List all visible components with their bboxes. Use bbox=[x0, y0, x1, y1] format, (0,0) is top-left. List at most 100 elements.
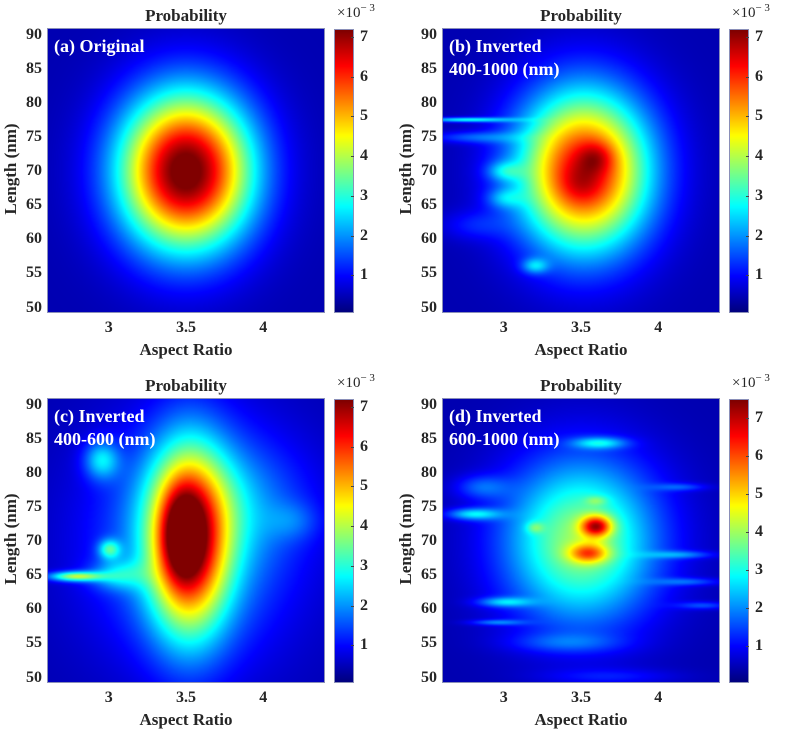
colorbar-tick-label: 7 bbox=[755, 27, 763, 45]
x-tick-label: 4 bbox=[259, 319, 268, 336]
colorbar-tick-label: 5 bbox=[360, 477, 368, 495]
colorbar-tick-label: 6 bbox=[755, 67, 763, 85]
colorbar-tick-label: 4 bbox=[755, 147, 763, 165]
y-tick-label: 55 bbox=[26, 264, 42, 282]
y-tick-label: 55 bbox=[26, 634, 42, 652]
x-tick-label: 3.5 bbox=[176, 689, 196, 706]
y-tick-label: 50 bbox=[421, 298, 437, 316]
colorbar-tick-mark bbox=[351, 156, 354, 158]
colorbar-tick-mark bbox=[351, 406, 354, 408]
y-tick-label: 60 bbox=[421, 600, 437, 618]
colorbar-scale-factor: ×10− 3 bbox=[337, 0, 375, 21]
x-tick-label: 3.5 bbox=[176, 319, 196, 336]
colorbar-tick-label: 7 bbox=[360, 397, 368, 415]
colorbar-gradient bbox=[730, 400, 748, 682]
scale-exponent: − 3 bbox=[360, 2, 375, 14]
y-tick-label: 60 bbox=[26, 230, 42, 248]
colorbar-scale-factor: ×10− 3 bbox=[732, 370, 770, 391]
chart-title: Probability bbox=[540, 376, 622, 395]
panel-b: Probability (b) Inverted 400-1000 (nm) 90 8… bbox=[395, 0, 794, 366]
y-axis-label: Length (nm) bbox=[1, 493, 20, 585]
scale-base: ×10 bbox=[732, 375, 756, 391]
y-tick-label: 60 bbox=[421, 230, 437, 248]
colorbar-tick-mark bbox=[351, 195, 354, 197]
y-tick-label: 75 bbox=[421, 498, 437, 516]
colorbar-tick-label: 2 bbox=[755, 226, 763, 244]
y-tick-label: 70 bbox=[421, 532, 437, 550]
colorbar bbox=[729, 29, 749, 313]
colorbar-tick-label: 1 bbox=[360, 266, 368, 284]
scale-base: ×10 bbox=[337, 375, 361, 391]
colorbar-tick-label: 1 bbox=[755, 637, 763, 655]
colorbar-tick-mark bbox=[351, 36, 354, 38]
colorbar-tick-mark bbox=[746, 235, 749, 237]
colorbar-tick-label: 3 bbox=[755, 561, 763, 579]
x-tick-label: 3 bbox=[499, 689, 508, 706]
colorbar-tick-mark bbox=[351, 275, 354, 277]
heatmap-plot-area: (d) Inverted 600-1000 (nm) bbox=[442, 398, 720, 683]
y-tick-label: 50 bbox=[26, 668, 42, 686]
colorbar-tick-mark bbox=[351, 446, 354, 448]
colorbar-gradient bbox=[730, 30, 748, 312]
x-tick-label: 3.5 bbox=[571, 689, 591, 706]
colorbar-gradient bbox=[335, 30, 353, 312]
colorbar-tick-mark bbox=[351, 605, 354, 607]
colorbar bbox=[334, 29, 354, 313]
heatmap-image bbox=[443, 399, 719, 682]
chart-title: Probability bbox=[145, 6, 227, 25]
y-tick-label: 80 bbox=[26, 94, 42, 111]
y-tick-label: 65 bbox=[421, 566, 437, 584]
colorbar-tick-label: 6 bbox=[755, 447, 763, 465]
y-tick-label: 90 bbox=[421, 25, 437, 43]
colorbar-tick-label: 1 bbox=[360, 636, 368, 654]
colorbar-tick-mark bbox=[746, 456, 749, 458]
x-tick-label: 4 bbox=[259, 689, 268, 706]
panel-label: (b) Inverted 400-1000 (nm) bbox=[449, 36, 560, 79]
colorbar-tick-label: 6 bbox=[360, 437, 368, 455]
heatmap-plot-area: (b) Inverted 400-1000 (nm) bbox=[442, 28, 720, 313]
y-tick-label: 70 bbox=[26, 162, 42, 180]
colorbar-tick-mark bbox=[351, 565, 354, 567]
colorbar-tick-label: 3 bbox=[755, 186, 763, 204]
chart-title: Probability bbox=[145, 376, 227, 395]
y-axis-label: Length (nm) bbox=[396, 493, 415, 585]
colorbar-tick-label: 5 bbox=[755, 107, 763, 125]
x-tick-label: 3 bbox=[499, 319, 508, 336]
y-tick-label: 85 bbox=[421, 429, 437, 447]
x-axis-label: Aspect Ratio bbox=[534, 340, 628, 359]
colorbar-tick-label: 4 bbox=[360, 147, 368, 165]
y-tick-label: 90 bbox=[26, 25, 42, 43]
y-tick-label: 55 bbox=[421, 634, 437, 652]
x-tick-label: 3 bbox=[104, 319, 113, 336]
y-tick-label: 65 bbox=[26, 566, 42, 584]
y-tick-label: 85 bbox=[26, 429, 42, 447]
colorbar-tick-mark bbox=[746, 494, 749, 496]
panel-a: Probability (a) Original 90 85 80 75 70 65 60 55 5… bbox=[0, 0, 399, 366]
colorbar-tick-mark bbox=[746, 116, 749, 118]
scale-exponent: − 3 bbox=[755, 372, 770, 384]
y-tick-label: 65 bbox=[26, 196, 42, 214]
colorbar-tick-mark bbox=[351, 76, 354, 78]
colorbar-tick-mark bbox=[746, 76, 749, 78]
colorbar-gradient bbox=[335, 400, 353, 682]
chart-title: Probability bbox=[540, 6, 622, 25]
colorbar-tick-mark bbox=[746, 570, 749, 572]
colorbar-tick-mark bbox=[746, 195, 749, 197]
panel-d: Probability (d) Inverted 600-1000 (nm) 90 8… bbox=[395, 370, 794, 736]
colorbar-tick-label: 3 bbox=[360, 556, 368, 574]
x-axis-label: Aspect Ratio bbox=[534, 710, 628, 729]
x-tick-label: 4 bbox=[654, 319, 663, 336]
colorbar-tick-label: 4 bbox=[755, 523, 763, 541]
colorbar-tick-mark bbox=[351, 645, 354, 647]
y-tick-label: 85 bbox=[26, 59, 42, 77]
x-tick-label: 3.5 bbox=[571, 319, 591, 336]
y-tick-label: 80 bbox=[26, 464, 42, 481]
heatmap-image bbox=[443, 29, 719, 312]
x-tick-label: 4 bbox=[654, 689, 663, 706]
colorbar-tick-mark bbox=[746, 608, 749, 610]
colorbar-tick-label: 5 bbox=[360, 107, 368, 125]
colorbar-tick-label: 7 bbox=[755, 409, 763, 426]
colorbar-scale-factor: ×10− 3 bbox=[732, 0, 770, 21]
colorbar-tick-mark bbox=[746, 275, 749, 277]
colorbar-tick-label: 3 bbox=[360, 186, 368, 204]
